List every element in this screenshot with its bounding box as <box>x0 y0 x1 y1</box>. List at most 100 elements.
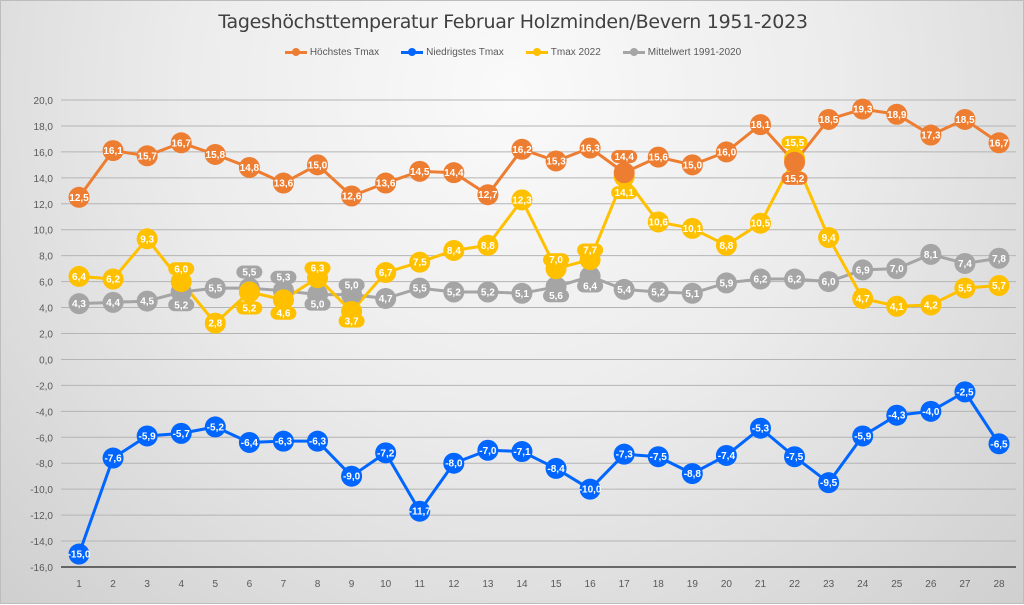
series-niedrigstes-tmax-point <box>170 422 192 444</box>
series-hoechstes-tmax-data-label: 15,2 <box>785 174 805 185</box>
x-tick-label: 1 <box>76 579 82 590</box>
series-mittelwert-data-label: 5,3 <box>276 273 290 284</box>
x-tick-label: 23 <box>823 579 835 590</box>
legend-item-hoechstes: Höchstes Tmax <box>284 47 379 58</box>
series-tmax-2022-data-label: 10,5 <box>751 219 771 230</box>
series-niedrigstes-tmax-data-label: -8,0 <box>445 459 463 470</box>
series-mittelwert-line <box>78 252 1000 306</box>
series-mittelwert-point <box>136 290 158 312</box>
x-tick-label: 11 <box>415 579 426 590</box>
series-hoechstes-tmax-data-label: 18,9 <box>887 110 907 121</box>
series-tmax-2022-data-label: 5,5 <box>958 284 972 295</box>
series-mittelwert-point <box>409 277 431 299</box>
series-tmax-2022-point <box>988 275 1010 297</box>
series-hoechstes-tmax-data-label: 12,6 <box>342 191 362 202</box>
series-mittelwert-point <box>443 281 465 303</box>
series-tmax-2022-point <box>443 239 465 261</box>
series-mittelwert-data-label: 7,4 <box>958 259 972 270</box>
series-mittelwert-data-label: 6,2 <box>788 275 802 286</box>
series-hoechstes-tmax-line <box>77 107 1000 199</box>
series-niedrigstes-tmax-data-label: -7,3 <box>616 450 634 461</box>
series-hoechstes-tmax-point <box>749 114 771 136</box>
series-niedrigstes-tmax-data-label: -8,8 <box>684 469 702 480</box>
x-tick-label: 22 <box>789 579 801 590</box>
series-mittelwert-point <box>477 281 499 303</box>
series-hoechstes-tmax-data-label: 14,4 <box>444 168 464 179</box>
series-mittelwert-data-label: 5,5 <box>242 268 256 279</box>
series-tmax-2022-data-label: 4,7 <box>856 294 870 305</box>
series-hoechstes-tmax-data-label: 18,5 <box>819 115 839 126</box>
y-tick-label: -12,0 <box>30 511 53 522</box>
series-mittelwert-data-label: 5,0 <box>345 281 359 292</box>
series-niedrigstes-tmax-data-label: -6,3 <box>275 437 293 448</box>
legend-item-tmax2022: Tmax 2022 <box>525 47 601 58</box>
x-tick-label: 7 <box>281 579 287 590</box>
x-tick-label: 17 <box>619 579 631 590</box>
series-hoechstes-tmax-data-label: 16,1 <box>103 146 123 157</box>
series-tmax-2022-label-bg <box>304 261 331 275</box>
legend-label: Niedrigstes Tmax <box>426 47 504 58</box>
series-hoechstes-tmax-data-label: 13,6 <box>376 179 396 190</box>
series-mittelwert-data-label: 4,3 <box>72 299 86 310</box>
y-tick-label: 10,0 <box>34 226 54 237</box>
series-niedrigstes-tmax-point <box>375 442 397 464</box>
series-niedrigstes-tmax-data-label: -5,2 <box>207 422 225 433</box>
series-tmax-2022-data-label: 5,7 <box>992 281 1006 292</box>
y-tick-label: 0,0 <box>39 355 53 366</box>
series-tmax-2022-label-bg <box>781 135 808 149</box>
series-hoechstes-tmax-point <box>886 103 908 125</box>
series-mittelwert-data-label: 5,6 <box>549 291 563 302</box>
series-tmax-2022-data-label: 6,0 <box>174 264 188 275</box>
y-tick-label: 4,0 <box>39 304 53 315</box>
series-tmax-2022-data-label: 7,7 <box>583 245 597 256</box>
series-hoechstes-tmax-data-label: 15,6 <box>649 153 669 164</box>
y-tick-label: 16,0 <box>34 148 54 159</box>
series-niedrigstes-tmax-point <box>511 441 533 463</box>
series-hoechstes-tmax-point <box>409 160 431 182</box>
series-hoechstes-tmax-data-label: 13,6 <box>274 179 294 190</box>
series-hoechstes-tmax-data-label: 16,7 <box>171 138 191 149</box>
x-tick-label: 21 <box>755 579 767 590</box>
series-hoechstes-tmax-data-label: 15,3 <box>546 156 566 167</box>
series-hoechstes-tmax-point <box>477 184 499 206</box>
series-hoechstes-tmax-point <box>784 151 806 173</box>
series-mittelwert-data-label: 5,4 <box>617 285 631 296</box>
legend-swatch-icon <box>284 48 307 56</box>
series-tmax-2022-label-bg <box>168 262 195 276</box>
series-mittelwert-data-label: 4,7 <box>379 294 393 305</box>
series-tmax-2022-data-label: 5,2 <box>242 304 256 315</box>
series-niedrigstes-tmax-data-label: -9,5 <box>820 478 838 489</box>
series-hoechstes-tmax-point <box>511 138 533 160</box>
series-niedrigstes-tmax-data-label: -5,7 <box>173 429 191 440</box>
series-tmax-2022-point <box>68 265 90 287</box>
series-niedrigstes-tmax-data-label: -6,5 <box>990 439 1008 450</box>
series-mittelwert-point <box>920 243 942 265</box>
series-tmax-2022-data-label: 6,2 <box>106 275 120 286</box>
series-hoechstes-tmax-point <box>852 98 874 120</box>
series-hoechstes-tmax-point <box>920 124 942 146</box>
series-niedrigstes-tmax-data-label: -7,2 <box>377 448 395 459</box>
series-mittelwert-point <box>886 258 908 280</box>
series-niedrigstes-tmax-point <box>238 431 260 453</box>
x-tick-label: 4 <box>178 579 184 590</box>
x-tick-label: 27 <box>959 579 971 590</box>
series-mittelwert-data-label: 7,8 <box>992 254 1006 265</box>
series-hoechstes-tmax-label-bg <box>781 171 808 185</box>
series-hoechstes-tmax-data-label: 18,5 <box>955 115 975 126</box>
series-hoechstes-tmax-point <box>681 154 703 176</box>
x-tick-label: 25 <box>891 579 903 590</box>
series-hoechstes-tmax-data-label: 12,7 <box>478 190 498 201</box>
series-mittelwert-data-label: 5,0 <box>311 300 325 311</box>
x-tick-label: 5 <box>213 579 219 590</box>
series-mittelwert-point <box>204 277 226 299</box>
series-hoechstes-tmax-data-label: 12,5 <box>69 193 89 204</box>
series-niedrigstes-tmax-data-label: -9,0 <box>343 472 361 483</box>
series-hoechstes-tmax-data-label: 14,8 <box>240 163 260 174</box>
series-niedrigstes-tmax-point <box>715 444 737 466</box>
series-hoechstes-tmax-point <box>272 172 294 194</box>
series-tmax-2022-point <box>102 268 124 290</box>
y-tick-label: -16,0 <box>30 563 53 574</box>
series-niedrigstes-tmax-data-label: -6,3 <box>309 437 327 448</box>
series-hoechstes-tmax-point <box>375 172 397 194</box>
y-tick-label: -2,0 <box>36 381 54 392</box>
